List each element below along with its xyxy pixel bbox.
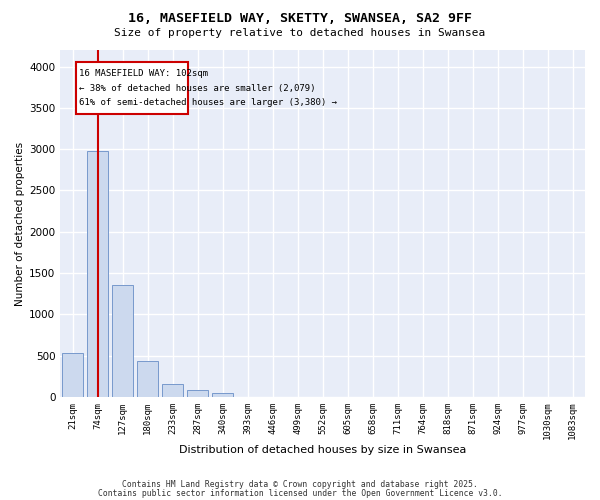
Text: Contains public sector information licensed under the Open Government Licence v3: Contains public sector information licen…	[98, 490, 502, 498]
Bar	[137, 362, 158, 397]
FancyBboxPatch shape	[76, 62, 188, 114]
Bar	[187, 390, 208, 397]
Text: 16, MASEFIELD WAY, SKETTY, SWANSEA, SA2 9FF: 16, MASEFIELD WAY, SKETTY, SWANSEA, SA2 …	[128, 12, 472, 26]
Bar	[162, 384, 184, 397]
Text: 16 MASEFIELD WAY: 102sqm: 16 MASEFIELD WAY: 102sqm	[79, 69, 208, 78]
Text: Contains HM Land Registry data © Crown copyright and database right 2025.: Contains HM Land Registry data © Crown c…	[122, 480, 478, 489]
Y-axis label: Number of detached properties: Number of detached properties	[15, 142, 25, 306]
Text: 61% of semi-detached houses are larger (3,380) →: 61% of semi-detached houses are larger (…	[79, 98, 337, 107]
Text: Size of property relative to detached houses in Swansea: Size of property relative to detached ho…	[115, 28, 485, 38]
Bar	[87, 151, 109, 397]
X-axis label: Distribution of detached houses by size in Swansea: Distribution of detached houses by size …	[179, 445, 466, 455]
Bar	[62, 353, 83, 397]
Bar	[212, 393, 233, 397]
Bar	[112, 284, 133, 397]
Text: ← 38% of detached houses are smaller (2,079): ← 38% of detached houses are smaller (2,…	[79, 84, 315, 92]
